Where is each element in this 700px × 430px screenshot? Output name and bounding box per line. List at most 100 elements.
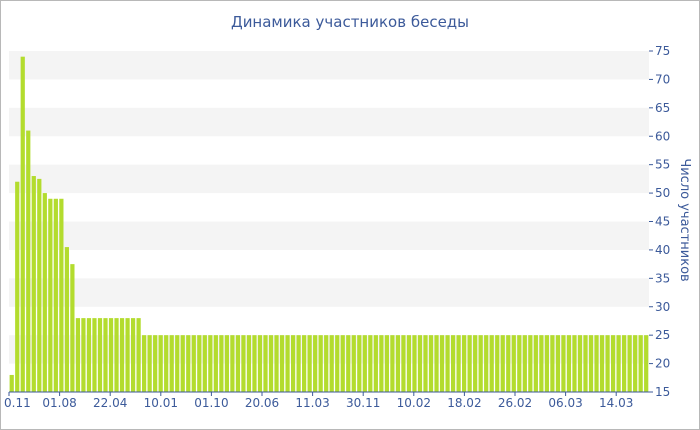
bar [37, 178, 42, 393]
bar [423, 335, 428, 392]
bar [153, 335, 158, 392]
x-tick-label: 06.03 [548, 396, 582, 410]
bar [263, 335, 268, 392]
bar [561, 335, 566, 392]
bar [180, 335, 185, 392]
grid-band [9, 278, 649, 307]
bar [439, 335, 445, 392]
bar [456, 335, 461, 392]
bar [544, 335, 549, 392]
bar [572, 335, 577, 392]
x-tick-label: 01.10 [194, 396, 228, 410]
bar [335, 335, 340, 392]
bar [368, 335, 373, 392]
bar [64, 247, 69, 392]
bar [528, 335, 533, 392]
bar [208, 335, 213, 392]
x-tick-label: 30.11 [346, 396, 380, 410]
bar [346, 335, 351, 392]
y-tick-label: 50 [655, 186, 670, 200]
bar [119, 318, 125, 392]
bar [42, 193, 47, 392]
bar [412, 335, 417, 392]
bar [351, 335, 356, 392]
x-tick-label: 14.03 [599, 396, 633, 410]
bar [401, 335, 406, 392]
bar [622, 335, 627, 392]
bar [495, 335, 500, 392]
bar [92, 318, 97, 392]
bar [20, 56, 25, 393]
y-tick-label: 30 [655, 300, 670, 314]
bar [362, 335, 367, 392]
bar [70, 264, 75, 393]
bar [142, 335, 147, 392]
bar [75, 318, 81, 392]
bar [86, 318, 92, 392]
bar [450, 335, 456, 392]
bar [605, 335, 610, 392]
bar [473, 335, 478, 392]
bar [462, 335, 467, 392]
bar [384, 335, 389, 392]
x-tick-label: 20.06 [245, 396, 279, 410]
bar [599, 335, 605, 392]
x-axis-ticks: 0.11 01.08 22.04 10.01 01.10 20.06 11.03 30.11 1… [4, 392, 633, 410]
bar [610, 335, 616, 392]
y-tick-label: 60 [655, 129, 670, 143]
bar [230, 335, 235, 392]
bar [302, 335, 307, 392]
bar [484, 335, 489, 392]
bar [59, 198, 64, 392]
bar [445, 335, 450, 392]
bar [175, 335, 180, 392]
bar [279, 335, 285, 392]
bar [108, 318, 114, 392]
bar [213, 335, 218, 392]
bar [202, 335, 207, 392]
bar [285, 335, 290, 392]
bar [169, 335, 174, 392]
bar [594, 335, 599, 392]
y-tick-label: 65 [655, 101, 670, 115]
y-tick-label: 75 [655, 44, 670, 58]
y-tick-label: 15 [655, 385, 670, 399]
bar [357, 335, 362, 392]
x-tick-label: 18.02 [447, 396, 481, 410]
x-tick-label: 01.08 [42, 396, 76, 410]
bar [588, 335, 594, 392]
bar [252, 335, 257, 392]
bar [616, 335, 621, 392]
bar [390, 335, 395, 392]
bar [235, 335, 241, 392]
bar [274, 335, 279, 392]
bar [136, 318, 141, 392]
y-axis-ticks: 15 20 25 30 35 40 45 50 55 60 65 70 75 [649, 44, 670, 399]
bar [197, 335, 202, 392]
x-tick-label: 22.04 [93, 396, 127, 410]
bar [428, 335, 434, 392]
bar [219, 335, 224, 392]
y-tick-label: 45 [655, 215, 670, 229]
bar [130, 318, 136, 392]
bar [31, 176, 36, 392]
grid-band [9, 221, 649, 250]
bar [9, 374, 14, 392]
bar [406, 335, 412, 392]
y-tick-label: 35 [655, 271, 670, 285]
bar [500, 335, 505, 392]
bar [48, 198, 53, 392]
bar [555, 335, 561, 392]
x-tick-label: 0.11 [4, 396, 31, 410]
bar [103, 318, 108, 392]
bar [307, 335, 312, 392]
bar [577, 335, 583, 392]
bar [81, 318, 86, 392]
bar [97, 318, 103, 392]
bar [268, 335, 274, 392]
bar [539, 335, 544, 392]
bar [53, 198, 58, 392]
bar [533, 335, 538, 392]
